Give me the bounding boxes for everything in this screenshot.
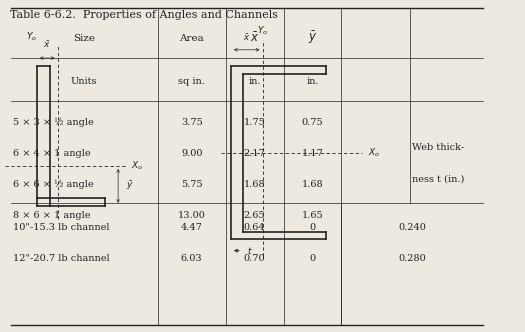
Text: 2.17: 2.17: [244, 149, 266, 158]
Text: $\bar{x}$: $\bar{x}$: [250, 32, 259, 45]
Text: 2.65: 2.65: [244, 211, 266, 220]
Text: sq in.: sq in.: [178, 77, 205, 86]
Text: 0.240: 0.240: [398, 223, 426, 232]
Text: 6 × 4 × 1 angle: 6 × 4 × 1 angle: [13, 149, 91, 158]
Text: 3.75: 3.75: [181, 118, 203, 127]
Text: $\bar{y}$: $\bar{y}$: [308, 30, 317, 46]
Text: 5.75: 5.75: [181, 180, 203, 189]
Text: 5 × 3 × ½ angle: 5 × 3 × ½ angle: [13, 118, 94, 127]
Text: 6 × 6 × ½ angle: 6 × 6 × ½ angle: [13, 180, 94, 189]
Text: 0: 0: [309, 254, 316, 263]
Text: 8 × 6 × 1 angle: 8 × 6 × 1 angle: [13, 211, 91, 220]
Text: $Y_o$: $Y_o$: [26, 31, 37, 43]
Text: 0: 0: [309, 223, 316, 232]
Text: in.: in.: [306, 77, 319, 86]
Text: 6.03: 6.03: [181, 254, 203, 263]
Text: 1.75: 1.75: [244, 118, 266, 127]
Text: 0.64: 0.64: [244, 223, 266, 232]
Text: $Y_o$: $Y_o$: [257, 24, 268, 37]
Text: 10"-15.3 lb channel: 10"-15.3 lb channel: [13, 223, 110, 232]
Text: 4.47: 4.47: [181, 223, 203, 232]
Text: 1.17: 1.17: [301, 149, 323, 158]
Text: 13.00: 13.00: [177, 211, 206, 220]
Text: $\bar{x}$: $\bar{x}$: [44, 39, 51, 50]
Text: 9.00: 9.00: [181, 149, 202, 158]
Text: 1.65: 1.65: [301, 211, 323, 220]
Text: 1.68: 1.68: [244, 180, 266, 189]
Text: 0.70: 0.70: [244, 254, 266, 263]
Text: 12"-20.7 lb channel: 12"-20.7 lb channel: [13, 254, 110, 263]
Text: $t$: $t$: [247, 245, 253, 256]
Text: Web thick-: Web thick-: [412, 143, 464, 152]
Text: $X_o$: $X_o$: [131, 160, 143, 172]
Text: $\bar{x}$: $\bar{x}$: [243, 32, 250, 43]
Text: in.: in.: [248, 77, 261, 86]
Text: ness t (in.): ness t (in.): [412, 174, 465, 183]
Text: $\bar{y}$: $\bar{y}$: [126, 180, 134, 192]
Text: 0.280: 0.280: [398, 254, 426, 263]
Text: Size: Size: [73, 34, 95, 43]
Text: Area: Area: [179, 34, 204, 43]
Text: Units: Units: [71, 77, 97, 86]
Text: Table 6-6.2.  Properties of Angles and Channels: Table 6-6.2. Properties of Angles and Ch…: [10, 10, 278, 20]
Text: 1.68: 1.68: [301, 180, 323, 189]
Text: $X_o$: $X_o$: [368, 146, 380, 159]
Text: 0.75: 0.75: [301, 118, 323, 127]
